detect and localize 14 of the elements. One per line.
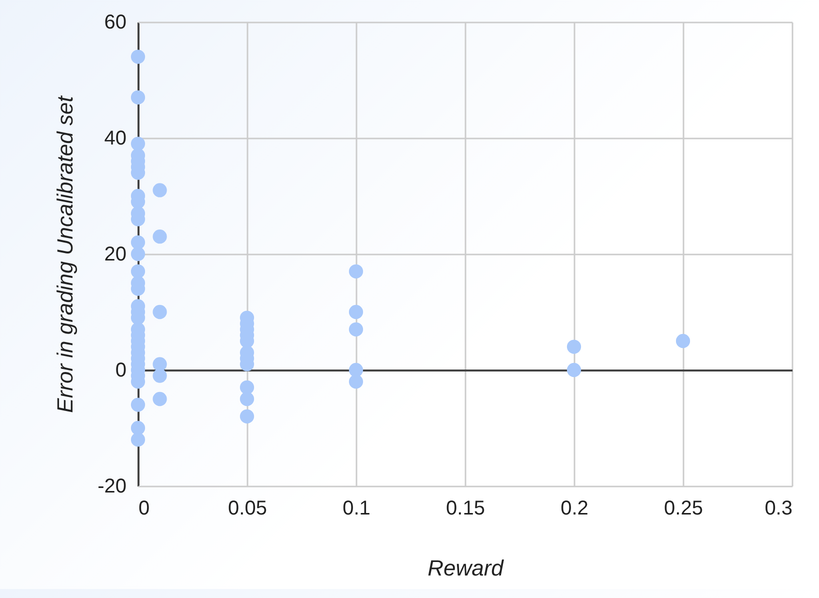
y-tick-label: 20: [104, 244, 126, 266]
x-axis-title: Reward: [428, 556, 504, 580]
x-tick-label: 0: [138, 498, 150, 520]
x-tick-label: 0.05: [228, 498, 267, 520]
y-tick-label: 0: [115, 360, 126, 382]
x-tick-label: 0.25: [664, 498, 703, 520]
y-tick-label: 40: [104, 128, 126, 150]
x-tick-label: 0.3: [764, 498, 792, 520]
x-tick-label: 0.1: [342, 498, 370, 520]
y-axis-title: Error in grading Uncalibrated set: [52, 95, 78, 413]
y-tick-label: -20: [98, 476, 126, 498]
x-tick-label: 0.2: [560, 498, 588, 520]
x-tick-label: 0.15: [446, 498, 485, 520]
y-tick-label: 60: [104, 12, 126, 34]
